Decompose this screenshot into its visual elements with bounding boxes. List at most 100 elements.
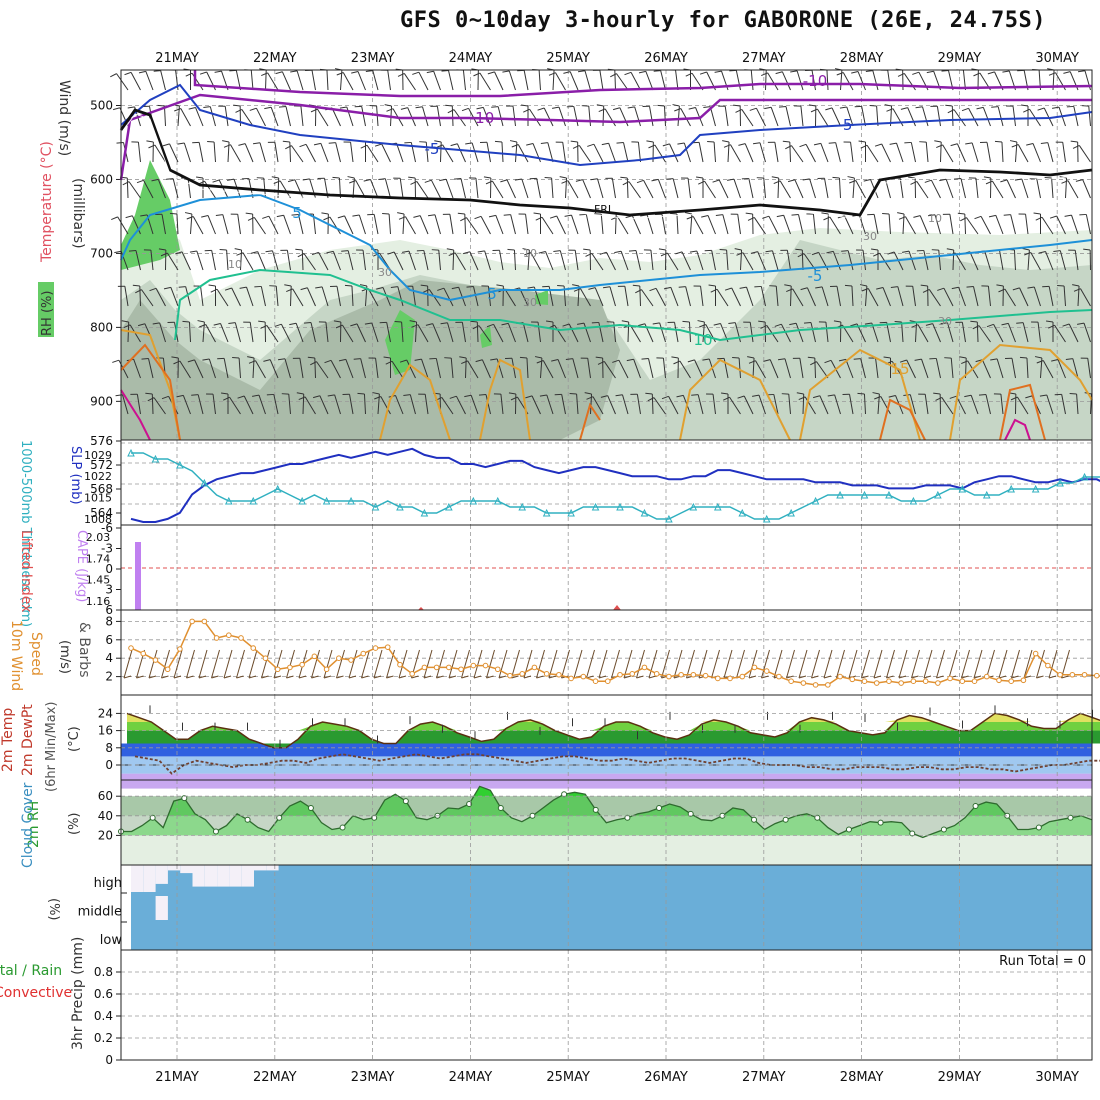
upper-wind-barb — [310, 322, 316, 343]
thickness-marker — [934, 490, 942, 499]
wind10-speed-marker — [140, 650, 147, 657]
upper-wind-barb — [180, 108, 191, 127]
wind10-barb — [398, 649, 408, 679]
upper-wind-barb — [380, 396, 391, 415]
upper-wind-barb — [593, 143, 604, 163]
upper-wind-barb — [592, 396, 604, 415]
upper-wind-barb — [634, 106, 641, 127]
upper-wind-barb-flag — [889, 142, 897, 145]
upper-wind-barb — [1051, 178, 1054, 199]
upper-wind-barb — [1032, 143, 1041, 163]
upper-wind-barb-flag — [502, 70, 510, 73]
wind10-barb — [986, 649, 995, 679]
upper-wind-barb-flag — [649, 287, 657, 292]
upper-wind-barb-flag — [573, 288, 581, 292]
upper-wind-barb-flag — [874, 396, 881, 400]
upper-wind-barb-flag — [647, 397, 655, 402]
upper-wind-barb-flag — [501, 322, 509, 326]
upper-wind-barb-flag — [310, 108, 318, 113]
upper-wind-barb — [194, 359, 204, 379]
wind10-speed-marker — [776, 673, 782, 680]
upper-wind-barb-flag — [790, 70, 798, 73]
upper-wind-barb — [799, 358, 804, 379]
upper-wind-barb-flag — [927, 214, 936, 217]
rh2m-marker — [751, 816, 757, 823]
upper-wind-barb-flag — [886, 108, 894, 112]
upper-wind-barb — [403, 73, 416, 91]
upper-wind-barb — [224, 106, 229, 127]
upper-wind-barb — [832, 251, 841, 271]
wind10-speed-marker — [189, 618, 195, 625]
upper-wind-barb-flag — [503, 214, 511, 216]
upper-wind-barb-flag — [537, 107, 545, 111]
upper-wind-barb-flag — [437, 287, 445, 291]
upper-wind-barb — [997, 106, 1004, 127]
upper-wind-barb — [332, 251, 341, 271]
rh2m-marker — [877, 819, 884, 826]
upper-wind-barb-flag — [873, 252, 880, 257]
rh2m-marker — [1035, 824, 1042, 831]
upper-wind-barb — [266, 325, 279, 343]
upper-wind-barb — [479, 72, 491, 91]
upper-wind-barb-flag — [511, 144, 519, 148]
upper-wind-barb-flag — [324, 359, 332, 364]
upper-wind-barb — [692, 216, 704, 235]
upper-wind-barb — [917, 324, 929, 343]
upper-wind-barb — [291, 145, 304, 163]
wind10-speed-marker — [482, 662, 489, 669]
upper-wind-barb — [153, 397, 166, 415]
upper-wind-barb — [543, 107, 554, 127]
contour-label: FRL — [594, 203, 615, 216]
upper-wind-barb — [480, 216, 491, 235]
upper-wind-barb-flag — [688, 106, 696, 110]
upper-wind-barb-flag — [538, 250, 546, 254]
upper-wind-barb — [448, 70, 454, 91]
cloud-high-bar — [217, 865, 230, 887]
upper-wind-barb — [712, 394, 716, 415]
lifted-index-ytick: -6 — [101, 521, 113, 535]
upper-wind-barb — [1042, 360, 1054, 379]
upper-wind-barb — [591, 253, 604, 271]
upper-wind-barb-flag — [347, 176, 355, 179]
upper-wind-barb — [517, 144, 529, 163]
upper-wind-barb — [661, 214, 666, 235]
upper-wind-barb-flag — [1010, 396, 1018, 401]
upper-wind-barb — [493, 324, 504, 343]
upper-wind-barb — [838, 178, 841, 199]
wind10-barb — [286, 649, 295, 679]
upper-wind-barb-flag — [360, 144, 368, 149]
wind10-speed-marker — [617, 671, 623, 678]
upper-wind-barb-flag — [245, 212, 253, 215]
upper-wind-barb-flag — [761, 72, 768, 77]
upper-wind-barb — [663, 106, 666, 127]
upper-wind-barb — [639, 285, 641, 307]
upper-wind-barb — [330, 360, 341, 379]
upper-wind-barb-flag — [775, 71, 783, 75]
thickness-marker — [616, 502, 624, 511]
wind10-barb — [1011, 649, 1020, 679]
dewpoint-axis-label: 2m DewPt — [20, 704, 36, 776]
upper-wind-barb — [698, 142, 704, 163]
upper-wind-barb — [356, 323, 366, 343]
upper-wind-barb — [1004, 288, 1016, 307]
upper-wind-barb — [268, 215, 279, 235]
upper-wind-barb — [680, 108, 691, 127]
cloud-high-bar — [167, 865, 181, 871]
upper-wind-barb — [495, 215, 504, 235]
upper-wind-barb — [897, 286, 904, 307]
upper-wind-barb — [953, 109, 966, 127]
contour-label: 10 — [928, 212, 942, 225]
upper-wind-barb-flag — [171, 356, 179, 359]
upper-wind-barb-flag — [666, 178, 674, 180]
upper-wind-barb-flag — [335, 324, 343, 329]
upper-wind-barb — [587, 358, 591, 379]
upper-wind-barb-flag — [434, 140, 442, 143]
upper-wind-barb-flag — [970, 320, 978, 323]
upper-wind-barb — [916, 181, 929, 199]
upper-wind-barb — [672, 178, 679, 199]
upper-wind-barb — [1012, 106, 1016, 127]
upper-wind-barb — [344, 215, 354, 235]
upper-wind-barb-flag — [851, 70, 859, 74]
upper-wind-barb — [150, 250, 154, 271]
upper-wind-barb-flag — [646, 140, 654, 143]
